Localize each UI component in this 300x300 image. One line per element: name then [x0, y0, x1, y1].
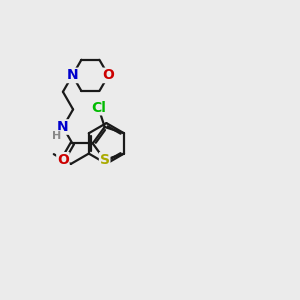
Text: N: N — [67, 68, 78, 83]
Text: N: N — [57, 120, 69, 134]
Text: H: H — [52, 131, 61, 141]
Text: O: O — [57, 153, 69, 167]
Text: O: O — [103, 68, 114, 83]
Text: Cl: Cl — [91, 100, 106, 115]
Text: S: S — [100, 153, 110, 167]
